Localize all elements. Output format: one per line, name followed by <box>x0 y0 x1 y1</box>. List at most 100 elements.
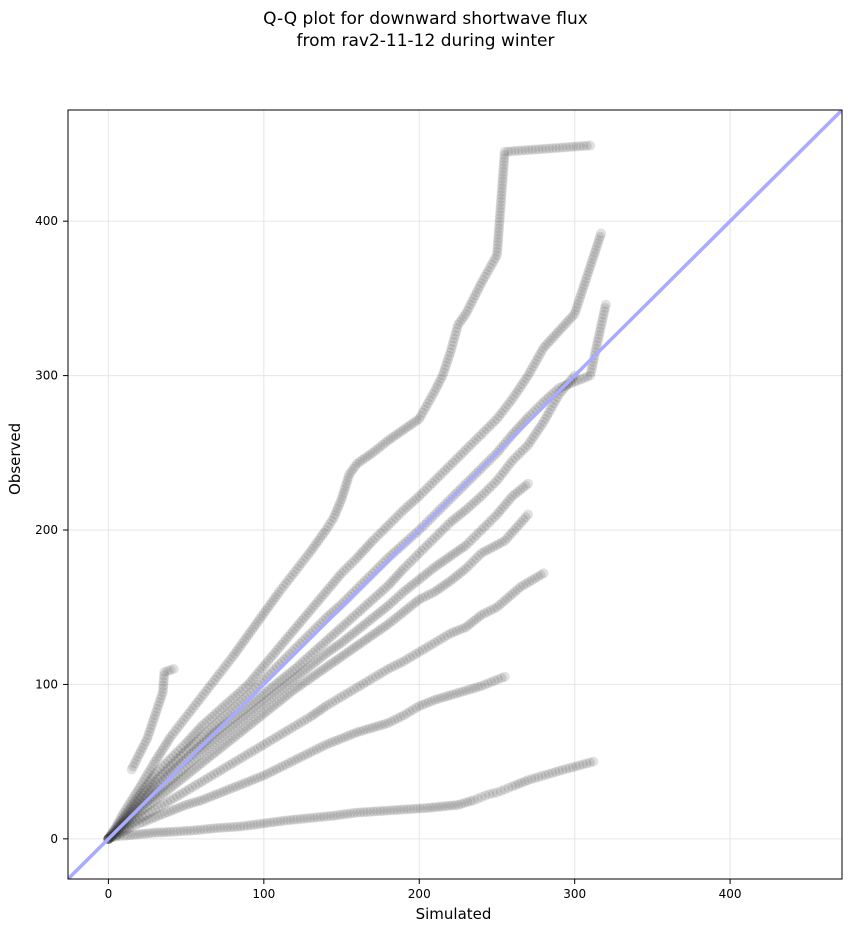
data-point <box>357 621 368 632</box>
data-point <box>496 537 507 548</box>
data-point <box>390 512 401 523</box>
data-point <box>215 787 226 798</box>
data-point <box>484 789 495 800</box>
data-point <box>281 634 292 645</box>
data-point <box>266 691 277 702</box>
data-point <box>518 514 529 525</box>
data-point <box>473 527 484 538</box>
data-point <box>225 654 236 665</box>
data-point <box>194 760 205 771</box>
data-point <box>496 183 507 194</box>
data-point <box>531 355 542 366</box>
data-point <box>422 398 433 409</box>
data-point <box>136 779 147 790</box>
data-point <box>359 601 370 612</box>
data-point <box>352 682 363 693</box>
data-point <box>557 142 568 153</box>
data-point <box>190 797 201 808</box>
data-point <box>547 401 558 412</box>
data-point <box>349 642 360 653</box>
data-point <box>155 791 166 802</box>
data-point <box>375 441 386 452</box>
data-point <box>424 480 435 491</box>
data-point <box>138 789 149 800</box>
data-point <box>124 823 135 834</box>
data-point <box>181 738 192 749</box>
data-point <box>377 585 388 596</box>
data-point <box>474 281 485 292</box>
data-point <box>181 745 192 756</box>
data-point <box>581 140 592 151</box>
data-point <box>483 678 494 689</box>
data-point <box>342 731 353 742</box>
data-point <box>372 443 383 454</box>
data-point <box>557 764 568 775</box>
data-point <box>543 768 554 779</box>
data-point <box>456 314 467 325</box>
data-point <box>319 527 330 538</box>
data-point <box>547 143 558 154</box>
data-point <box>280 759 291 770</box>
data-point <box>136 787 147 798</box>
data-point <box>231 646 242 657</box>
data-point <box>131 829 142 840</box>
data-point <box>245 820 256 831</box>
data-point <box>127 793 138 804</box>
data-point <box>579 279 590 290</box>
data-point <box>488 603 499 614</box>
data-point <box>375 624 386 635</box>
data-point <box>336 622 347 633</box>
data-point <box>432 560 443 571</box>
data-point <box>515 582 526 593</box>
data-point <box>494 410 505 421</box>
data-point <box>305 605 316 616</box>
data-point <box>545 404 556 415</box>
data-point <box>401 584 412 595</box>
data-point <box>523 144 534 155</box>
data-point <box>199 794 210 805</box>
data-point <box>214 732 225 743</box>
data-point <box>449 333 460 344</box>
data-point <box>509 390 520 401</box>
data-point <box>153 810 164 821</box>
data-point <box>252 743 263 754</box>
data-point <box>547 333 558 344</box>
data-point <box>150 795 161 806</box>
data-point <box>390 593 401 604</box>
data-point <box>543 337 554 348</box>
data-point <box>434 470 445 481</box>
data-point <box>414 647 425 658</box>
data-point <box>300 676 311 687</box>
data-point <box>465 796 476 807</box>
data-point <box>530 144 541 155</box>
data-point <box>405 804 416 815</box>
data-point <box>434 558 445 569</box>
data-point <box>134 782 145 793</box>
data-point <box>232 821 243 832</box>
data-point <box>551 328 562 339</box>
data-point <box>418 803 429 814</box>
data-point <box>463 442 474 453</box>
data-point <box>359 453 370 464</box>
data-point <box>130 796 141 807</box>
data-point <box>143 808 154 819</box>
data-point <box>425 802 436 813</box>
data-point <box>401 708 412 719</box>
data-point <box>486 418 497 429</box>
data-point <box>333 500 344 511</box>
data-point <box>505 493 516 504</box>
data-point <box>302 813 313 824</box>
data-point <box>238 821 249 832</box>
data-point <box>564 141 575 152</box>
data-point <box>118 826 129 837</box>
data-point <box>252 668 263 679</box>
data-point <box>481 424 492 435</box>
data-point <box>125 830 136 841</box>
data-point <box>321 586 331 597</box>
data-point <box>265 735 276 746</box>
data-point <box>272 589 283 600</box>
data-point <box>237 779 248 790</box>
data-point <box>346 644 357 655</box>
data-point <box>150 768 161 779</box>
data-point <box>573 295 584 306</box>
